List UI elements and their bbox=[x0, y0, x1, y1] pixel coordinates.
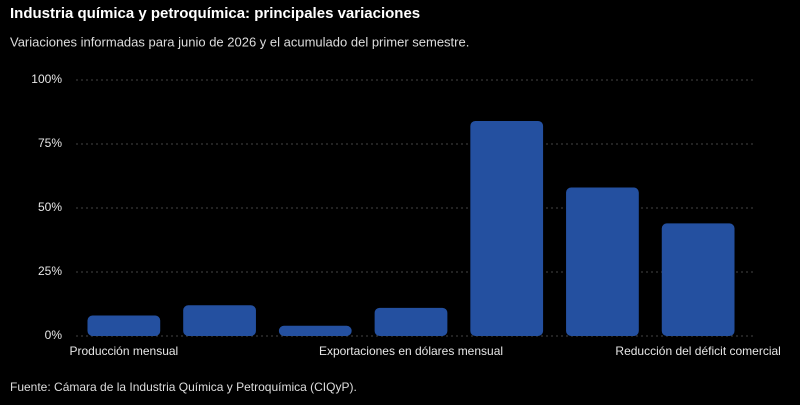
y-tick-label: 75% bbox=[38, 136, 62, 150]
chart-title: Industria química y petroquímica: princi… bbox=[10, 5, 420, 22]
x-tick-label: Reducción del déficit comercial bbox=[615, 344, 780, 358]
bar bbox=[566, 187, 639, 336]
x-tick-label: Producción mensual bbox=[69, 344, 178, 358]
chart-subtitle: Variaciones informadas para junio de 202… bbox=[10, 34, 469, 49]
source-note: Fuente: Cámara de la Industria Química y… bbox=[10, 380, 357, 394]
y-tick-label: 50% bbox=[38, 200, 62, 214]
bar bbox=[470, 120, 544, 337]
bar bbox=[183, 305, 256, 336]
y-tick-label: 100% bbox=[31, 72, 62, 86]
bar bbox=[661, 223, 735, 336]
y-tick-label: 0% bbox=[45, 328, 63, 342]
bar bbox=[87, 315, 161, 336]
bar bbox=[278, 325, 352, 336]
bar bbox=[374, 307, 448, 336]
x-tick-label: Exportaciones en dólares mensual bbox=[319, 344, 503, 358]
y-tick-label: 25% bbox=[38, 264, 62, 278]
